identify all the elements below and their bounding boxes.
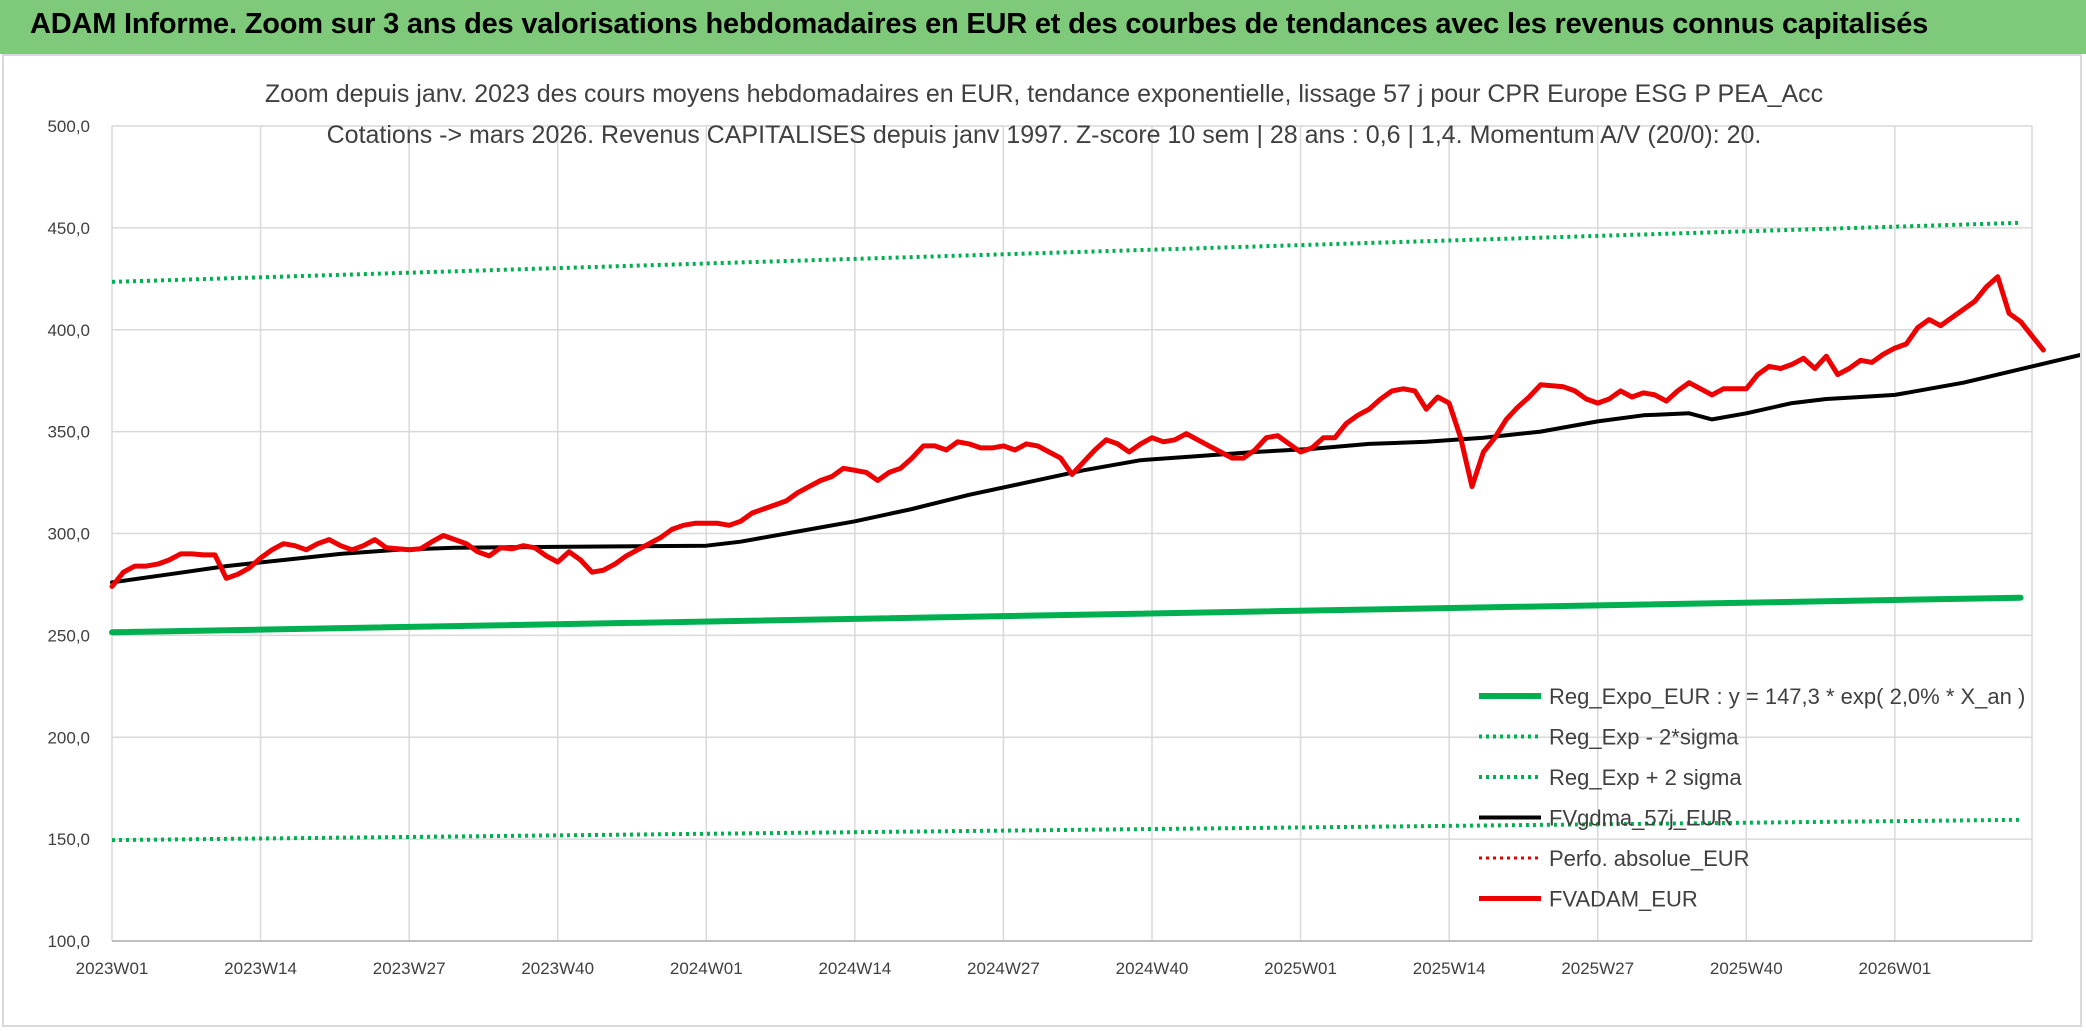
gridlines (111, 125, 2033, 942)
x-tick-label: 2023W01 (76, 959, 149, 978)
y-tick-label: 100,0 (47, 932, 90, 951)
x-tick-label: 2023W40 (521, 959, 594, 978)
x-tick-label: 2025W01 (1264, 959, 1337, 978)
y-tick-label: 500,0 (47, 117, 90, 136)
y-tick-label: 250,0 (47, 626, 90, 645)
x-tick-label: 2026W01 (1858, 959, 1931, 978)
chart-title-line: Cotations -> mars 2026. Revenus CAPITALI… (327, 121, 1762, 149)
x-tick-label: 2025W40 (1710, 959, 1783, 978)
y-tick-label: 400,0 (47, 321, 90, 340)
x-tick-label: 2024W01 (670, 959, 743, 978)
y-tick-label: 150,0 (47, 830, 90, 849)
series-line-2 (111, 220, 2021, 284)
legend-label: FVgdma_57j_EUR (1549, 806, 1732, 831)
legend-label: Reg_Expo_EUR : y = 147,3 * exp( 2,0% * X… (1549, 684, 2025, 709)
chart-title-line: Zoom depuis janv. 2023 des cours moyens … (265, 80, 1823, 108)
x-tick-label: 2023W27 (373, 959, 446, 978)
y-tick-label: 200,0 (47, 728, 90, 747)
x-tick-label: 2025W27 (1561, 959, 1634, 978)
legend-label: FVADAM_EUR (1549, 887, 1698, 912)
x-tick-label: 2024W14 (818, 959, 891, 978)
report-title: ADAM Informe. Zoom sur 3 ans des valoris… (30, 8, 1929, 40)
chart-title-block: Zoom depuis janv. 2023 des cours moyens … (265, 80, 1823, 149)
series-layer (109, 220, 2080, 843)
y-tick-label: 300,0 (47, 525, 90, 544)
series-line-1 (111, 817, 2021, 843)
y-tick-label: 350,0 (47, 423, 90, 442)
legend-label: Reg_Exp - 2*sigma (1549, 725, 1739, 750)
legend-label: Reg_Exp + 2 sigma (1549, 765, 1742, 790)
series-line-0 (109, 594, 2024, 636)
legend-label: Perfo. absolue_EUR (1549, 846, 1750, 871)
report-banner: ADAM Informe. Zoom sur 3 ans des valoris… (0, 0, 2086, 54)
x-tick-label: 2024W27 (967, 959, 1040, 978)
legend: Reg_Expo_EUR : y = 147,3 * exp( 2,0% * X… (1479, 684, 2025, 912)
trend-line-chart: 100,0 150,0 200,0 250,0 300,0 350,0 400,0 450,0… (47, 80, 2080, 978)
series-line-3 (110, 352, 2080, 585)
axes: 100,0 150,0 200,0 250,0 300,0 350,0 400,0 450,0… (47, 117, 2032, 978)
y-tick-label: 450,0 (47, 219, 90, 238)
series-line-5 (109, 274, 2046, 589)
x-tick-label: 2024W40 (1116, 959, 1189, 978)
x-tick-label: 2023W14 (224, 959, 297, 978)
x-tick-label: 2025W14 (1413, 959, 1486, 978)
chart-frame: 100,0 150,0 200,0 250,0 300,0 350,0 400,0 450,0… (2, 54, 2082, 1027)
